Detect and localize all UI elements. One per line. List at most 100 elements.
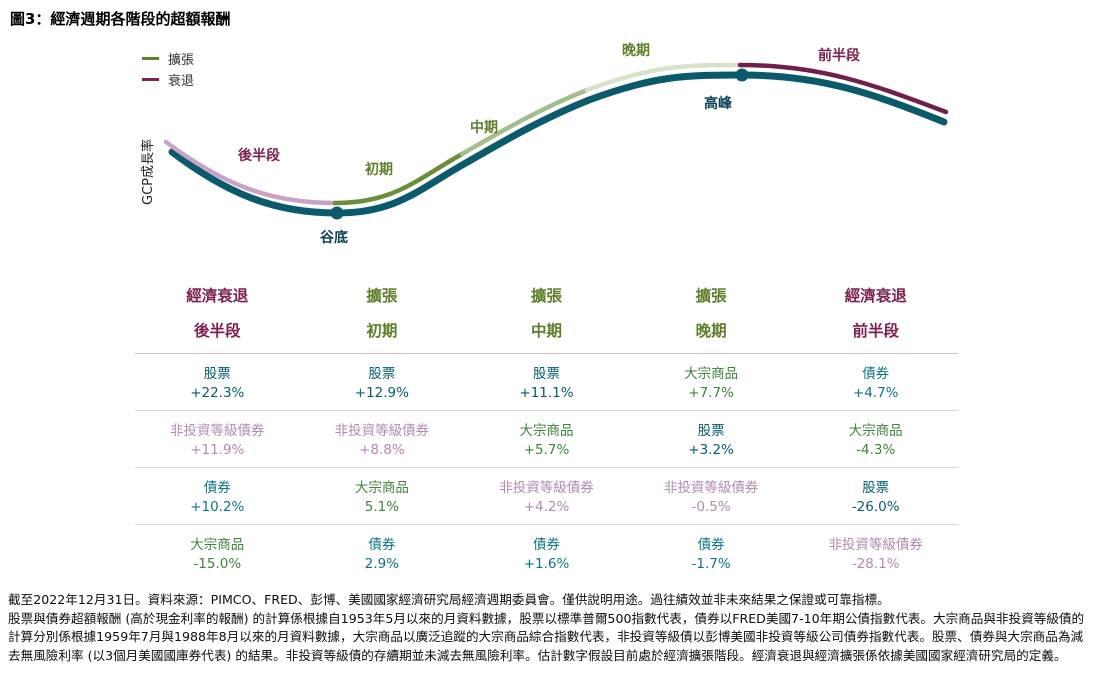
return-cell-r2-c4: 股票 +3.2% (628, 411, 794, 468)
curve-segment-expansion-early (332, 151, 465, 206)
return-value: +12.9% (354, 385, 409, 401)
return-cell-r3-c5: 股票 -26.0% (793, 468, 958, 525)
phase-label: 擴張 (695, 287, 727, 305)
asset-name: 債券 (532, 537, 560, 553)
return-value: -28.1% (851, 556, 900, 572)
asset-name: 股票 (862, 480, 890, 496)
legend-expansion-label: 擴張 (168, 53, 195, 68)
asset-name: 股票 (368, 366, 396, 382)
phase-label: 擴張 (530, 287, 562, 305)
peak-point (735, 68, 749, 82)
stage-label: 初期 (366, 322, 398, 340)
curve-segment-recession-early (737, 62, 949, 115)
return-cell-r3-c1: 債券 +10.2% (135, 468, 300, 525)
asset-name: 大宗商品 (190, 537, 245, 553)
return-value: +8.8% (359, 442, 405, 458)
asset-name: 債券 (697, 537, 725, 553)
return-value: +4.7% (852, 385, 899, 401)
return-cell-r2-c5: 大宗商品 -4.3% (793, 411, 958, 468)
return-value: +3.2% (688, 442, 734, 458)
asset-name: 大宗商品 (848, 423, 903, 439)
asset-name: 非投資等級債券 (499, 480, 594, 496)
figure-title: 圖3：經濟週期各階段的超額報酬 (10, 10, 231, 28)
asset-name: 大宗商品 (354, 480, 409, 496)
asset-name: 非投資等級債券 (828, 537, 923, 553)
stage-label: 前半段 (852, 322, 899, 340)
return-value: -15.0% (193, 556, 242, 572)
asset-name: 債券 (203, 480, 231, 496)
return-value: +4.2% (523, 499, 570, 515)
return-cell-r1-c1: 股票 +22.3% (135, 354, 300, 411)
return-value: -0.5% (691, 499, 731, 515)
return-value: -26.0% (851, 499, 900, 515)
asset-name: 債券 (862, 366, 890, 382)
phase-label: 經濟衰退 (186, 287, 249, 305)
asset-name: 非投資等級債券 (170, 423, 265, 439)
return-value: +11.1% (519, 385, 574, 401)
y-axis-label: GCP成長率 (141, 139, 156, 205)
column-header-4: 擴張 晚期 (628, 282, 794, 354)
stage-label: 晚期 (695, 322, 727, 340)
return-value: -1.7% (691, 556, 731, 572)
curve-label-early: 初期 (365, 162, 393, 178)
cycle-curve-svg (163, 62, 949, 220)
chart-legend: 擴張 衰退 (142, 48, 194, 90)
asset-name: 大宗商品 (684, 366, 739, 382)
return-cell-r4-c4: 債券 -1.7% (629, 525, 794, 581)
legend-recession-label: 衰退 (168, 74, 195, 89)
return-value: +11.9% (190, 442, 245, 458)
return-value: 5.1% (364, 499, 400, 515)
curve-label-trough: 谷底 (320, 230, 348, 246)
footnotes: 截至2022年12月31日。資料來源：PIMCO、FRED、彭博、美國國家經濟研… (8, 591, 1094, 665)
return-value: +5.7% (523, 442, 570, 458)
cycle-chart: 擴張 衰退 GCP成長率 後半段 初期 中期 晚期 前半段 高峰 谷底 (0, 30, 1100, 282)
returns-table: 經濟衰退 後半段 擴張 初期 擴張 中期 擴張 晚期 經濟衰退 前半段 股票 +22.3% 股票 +12.… (135, 282, 958, 581)
return-cell-r4-c5: 非投資等級債券 -28.1% (793, 525, 958, 581)
stage-label: 中期 (530, 322, 562, 340)
curve-segment-expansion-mid (459, 87, 590, 157)
asset-name: 債券 (368, 537, 396, 553)
returns-table-grid: 經濟衰退 後半段 擴張 初期 擴張 中期 擴張 晚期 經濟衰退 前半段 股票 +22.3% 股票 +12.… (135, 282, 958, 581)
phase-label: 經濟衰退 (844, 287, 907, 305)
return-cell-r4-c2: 債券 2.9% (300, 525, 465, 581)
asset-name: 大宗商品 (519, 423, 574, 439)
return-cell-r3-c2: 大宗商品 5.1% (299, 468, 465, 525)
curve-label-second-half: 後半段 (238, 148, 280, 164)
trough-point (330, 206, 344, 220)
return-cell-r2-c3: 大宗商品 +5.7% (464, 411, 629, 468)
curve-label-peak: 高峰 (704, 96, 732, 112)
asset-name: 股票 (203, 366, 231, 382)
legend-item-expansion: 擴張 (142, 48, 194, 69)
asset-name: 非投資等級債券 (663, 480, 759, 496)
curve-segment-recession-late (163, 139, 338, 206)
return-cell-r1-c3: 股票 +11.1% (464, 354, 629, 411)
footnote-line-1: 截至2022年12月31日。資料來源：PIMCO、FRED、彭博、美國國家經濟研… (8, 592, 890, 607)
column-header-2: 擴張 初期 (299, 282, 465, 354)
asset-name: 股票 (697, 423, 725, 439)
return-cell-r4-c3: 債券 +1.6% (464, 525, 629, 581)
stage-label: 後半段 (194, 322, 241, 340)
curve-segment-expansion-late (584, 62, 743, 93)
curve-label-mid: 中期 (470, 120, 498, 136)
column-header-3: 擴張 中期 (464, 282, 629, 354)
return-cell-r2-c1: 非投資等級債券 +11.9% (135, 411, 300, 468)
return-cell-r1-c4: 大宗商品 +7.7% (628, 354, 794, 411)
column-header-5: 經濟衰退 前半段 (793, 282, 958, 354)
curve-main (168, 71, 948, 217)
recession-line-swatch (142, 78, 159, 81)
curve-label-late: 晚期 (622, 43, 650, 59)
asset-name: 非投資等級債券 (334, 423, 430, 439)
return-value: +10.2% (190, 499, 245, 515)
curve-label-first-half: 前半段 (818, 48, 860, 64)
return-cell-r4-c1: 大宗商品 -15.0% (135, 525, 300, 581)
return-cell-r1-c2: 股票 +12.9% (299, 354, 465, 411)
return-value: +22.3% (190, 385, 245, 401)
return-cell-r2-c2: 非投資等級債券 +8.8% (299, 411, 465, 468)
phase-label: 擴張 (366, 287, 398, 305)
footnote-paragraph: 股票與債券超額報酬 (高於現金利率的報酬) 的計算係根據自1953年5月以來的月… (8, 610, 1085, 663)
return-value: +7.7% (688, 385, 734, 401)
legend-item-recession: 衰退 (142, 69, 194, 90)
return-cell-r3-c4: 非投資等級債券 -0.5% (628, 468, 794, 525)
return-cell-r1-c5: 債券 +4.7% (793, 354, 958, 411)
